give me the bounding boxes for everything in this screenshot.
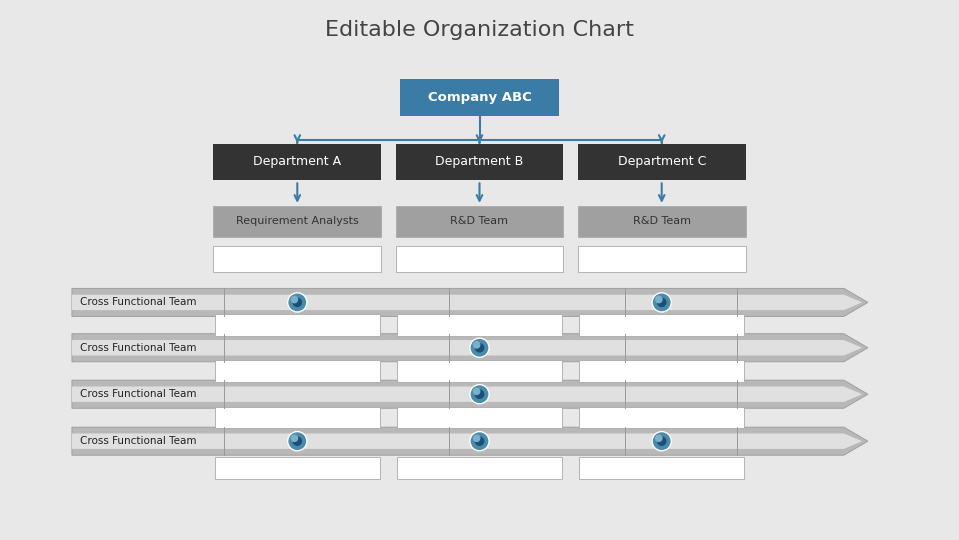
Text: R&D Team: R&D Team	[451, 217, 508, 226]
FancyBboxPatch shape	[395, 206, 563, 237]
Text: Cross Functional Team: Cross Functional Team	[80, 436, 196, 446]
Ellipse shape	[657, 436, 667, 446]
FancyBboxPatch shape	[577, 144, 745, 180]
FancyBboxPatch shape	[397, 407, 562, 429]
Ellipse shape	[470, 431, 489, 451]
Ellipse shape	[291, 435, 298, 442]
Ellipse shape	[652, 431, 671, 451]
Text: Editable Organization Chart: Editable Organization Chart	[325, 19, 634, 40]
Ellipse shape	[475, 436, 484, 446]
Text: Department C: Department C	[618, 156, 706, 168]
Polygon shape	[72, 427, 868, 455]
Ellipse shape	[470, 384, 489, 404]
Text: Department A: Department A	[253, 156, 341, 168]
FancyBboxPatch shape	[397, 360, 562, 382]
Polygon shape	[72, 295, 862, 310]
Ellipse shape	[292, 298, 302, 307]
Polygon shape	[72, 288, 868, 316]
FancyBboxPatch shape	[395, 246, 563, 272]
FancyBboxPatch shape	[579, 314, 744, 336]
FancyBboxPatch shape	[215, 360, 380, 382]
FancyBboxPatch shape	[213, 246, 382, 272]
Polygon shape	[72, 434, 862, 449]
Ellipse shape	[288, 431, 307, 451]
FancyBboxPatch shape	[579, 457, 744, 479]
Text: Department B: Department B	[435, 156, 524, 168]
Text: Cross Functional Team: Cross Functional Team	[80, 343, 196, 353]
Ellipse shape	[655, 435, 663, 442]
FancyBboxPatch shape	[213, 206, 382, 237]
Ellipse shape	[473, 435, 480, 442]
FancyBboxPatch shape	[397, 314, 562, 336]
Polygon shape	[72, 340, 862, 355]
Ellipse shape	[475, 343, 484, 353]
Ellipse shape	[288, 293, 307, 312]
Ellipse shape	[291, 296, 298, 303]
Polygon shape	[72, 380, 868, 408]
Text: Cross Functional Team: Cross Functional Team	[80, 389, 196, 399]
Ellipse shape	[475, 389, 484, 399]
FancyBboxPatch shape	[397, 457, 562, 479]
FancyBboxPatch shape	[215, 457, 380, 479]
Ellipse shape	[655, 296, 663, 303]
FancyBboxPatch shape	[215, 314, 380, 336]
Ellipse shape	[473, 388, 480, 395]
FancyBboxPatch shape	[215, 407, 380, 429]
FancyBboxPatch shape	[579, 360, 744, 382]
FancyBboxPatch shape	[579, 407, 744, 429]
Text: Requirement Analysts: Requirement Analysts	[236, 217, 359, 226]
FancyBboxPatch shape	[577, 246, 745, 272]
Ellipse shape	[292, 436, 302, 446]
Ellipse shape	[473, 341, 480, 349]
FancyBboxPatch shape	[401, 79, 559, 116]
Ellipse shape	[652, 293, 671, 312]
Ellipse shape	[470, 338, 489, 357]
Text: Company ABC: Company ABC	[428, 91, 531, 104]
Text: Cross Functional Team: Cross Functional Team	[80, 298, 196, 307]
Text: R&D Team: R&D Team	[633, 217, 690, 226]
Polygon shape	[72, 387, 862, 402]
FancyBboxPatch shape	[577, 206, 745, 237]
FancyBboxPatch shape	[395, 144, 563, 180]
FancyBboxPatch shape	[213, 144, 382, 180]
Ellipse shape	[657, 298, 667, 307]
Polygon shape	[72, 334, 868, 362]
